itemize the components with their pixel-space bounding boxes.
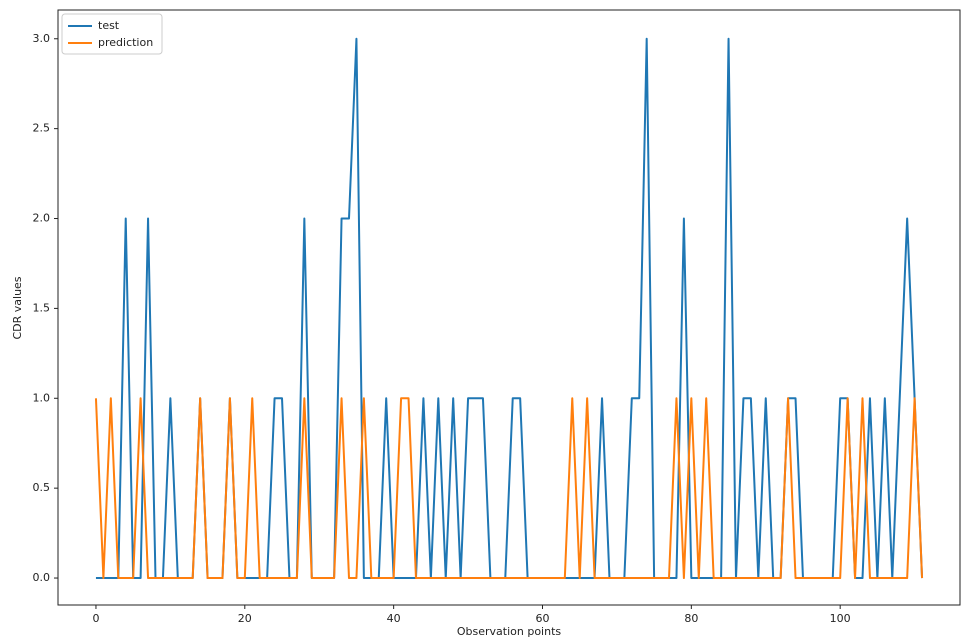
legend-label: test [98, 19, 120, 32]
x-axis-label: Observation points [457, 625, 562, 638]
y-tick-label: 1.0 [33, 391, 51, 404]
legend-label: prediction [98, 36, 153, 49]
y-tick-label: 2.0 [33, 212, 51, 225]
x-tick-label: 0 [92, 612, 99, 625]
series-line [95, 37, 924, 580]
y-tick-label: 3.0 [33, 32, 51, 45]
y-tick-label: 2.5 [33, 122, 51, 135]
y-tick-label: 0.5 [33, 481, 51, 494]
y-axis-label: CDR values [11, 276, 24, 339]
x-tick-label: 60 [535, 612, 549, 625]
series-line [94, 397, 924, 580]
x-tick-label: 80 [684, 612, 698, 625]
x-tick-label: 40 [387, 612, 401, 625]
x-tick-label: 20 [238, 612, 252, 625]
y-tick-label: 0.0 [33, 571, 51, 584]
plot-area [57, 9, 961, 606]
x-tick-label: 100 [830, 612, 851, 625]
y-tick-label: 1.5 [33, 301, 51, 314]
